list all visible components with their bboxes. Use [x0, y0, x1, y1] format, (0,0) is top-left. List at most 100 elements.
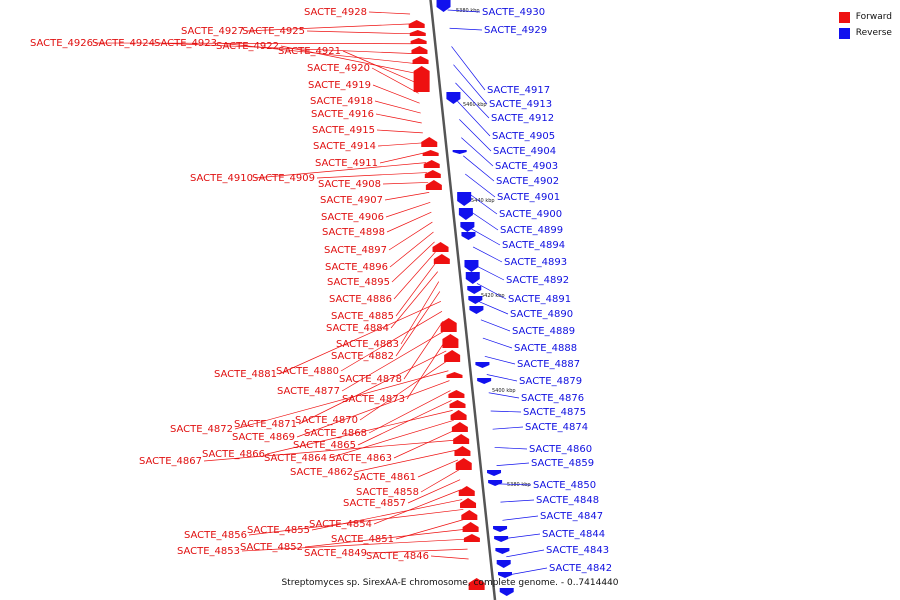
- leader-line: [420, 469, 460, 493]
- leader-line: [504, 533, 541, 539]
- reverse-gene: [493, 526, 508, 532]
- gene-label: SACTE_4916: [311, 109, 374, 120]
- leader-line: [390, 271, 438, 329]
- leader-line: [311, 499, 463, 531]
- forward-gene: [449, 400, 466, 408]
- gene-label: SACTE_4912: [491, 113, 554, 124]
- reverse-gene: [469, 306, 484, 314]
- leader-line: [482, 337, 513, 349]
- gene-label: SACTE_4849: [304, 548, 367, 559]
- gene-label: SACTE_4865: [293, 440, 356, 451]
- leader-line: [474, 264, 505, 281]
- leader-line: [371, 67, 419, 94]
- gene-label: SACTE_4907: [320, 195, 383, 206]
- gene-label: SACTE_4911: [315, 158, 378, 169]
- gene-label: SACTE_4901: [497, 192, 560, 203]
- leader-line: [506, 549, 545, 558]
- forward-gene: [410, 38, 427, 44]
- gene-label: SACTE_4846: [366, 551, 429, 562]
- leader-line: [403, 320, 444, 380]
- leader-line: [502, 515, 539, 521]
- gene-label: SACTE_4869: [232, 432, 295, 443]
- forward-gene: [432, 242, 449, 252]
- forward-gene: [451, 422, 468, 432]
- leader-line: [296, 380, 450, 438]
- leader-line: [234, 370, 449, 430]
- gene-label: SACTE_4904: [493, 146, 556, 157]
- leader-line: [463, 155, 495, 182]
- leader-line: [372, 84, 420, 104]
- leader-line: [490, 410, 522, 413]
- leader-line: [476, 283, 507, 300]
- leader-line: [406, 340, 446, 400]
- gene-label: SACTE_4860: [529, 444, 592, 455]
- reverse-gene: [477, 378, 492, 384]
- leader-line: [447, 9, 481, 13]
- leader-line: [203, 439, 456, 462]
- leader-line: [304, 528, 466, 548]
- forward-gene: [461, 510, 478, 520]
- gene-label: SACTE_4854: [309, 519, 372, 530]
- gene-label: SACTE_4923: [154, 38, 217, 49]
- reverse-gene: [496, 560, 511, 568]
- forward-gene: [455, 458, 472, 470]
- gene-label: SACTE_4921: [278, 46, 341, 57]
- gene-label: SACTE_4844: [542, 529, 605, 540]
- gene-label: SACTE_4930: [482, 7, 545, 18]
- gene-label: SACTE_4875: [523, 407, 586, 418]
- gene-label: SACTE_4856: [184, 530, 247, 541]
- gene-label: SACTE_4896: [325, 262, 388, 273]
- gene-label: SACTE_4872: [170, 424, 233, 435]
- tick-label: 5420 kbp: [481, 293, 505, 299]
- gene-features: [408, 0, 514, 596]
- reverse-gene: [499, 588, 514, 596]
- leader-line: [492, 426, 524, 430]
- gene-label: SACTE_4915: [312, 125, 375, 136]
- leader-line: [393, 251, 436, 300]
- gene-label: SACTE_4850: [533, 480, 596, 491]
- leader-line: [500, 499, 535, 503]
- leader-line: [484, 355, 516, 365]
- label-leader-lines: [94, 9, 548, 576]
- legend-reverse: Reverse: [838, 25, 892, 41]
- tick-label: 5440 kbp: [471, 198, 495, 204]
- gene-label: SACTE_4913: [489, 99, 552, 110]
- gene-label: SACTE_4893: [504, 257, 567, 268]
- reverse-gene: [461, 232, 476, 240]
- reverse-gene: [452, 150, 467, 154]
- leader-line: [386, 211, 432, 233]
- gene-label: SACTE_4876: [521, 393, 584, 404]
- leader-line: [457, 100, 491, 137]
- gene-label: SACTE_4925: [242, 26, 305, 37]
- legend-forward: Forward: [838, 9, 892, 25]
- gene-label: SACTE_4899: [500, 225, 563, 236]
- leader-line: [341, 330, 445, 392]
- gene-label: SACTE_4914: [313, 141, 376, 152]
- reverse-gene: [460, 222, 475, 232]
- gene-label: SACTE_4920: [307, 63, 370, 74]
- gene-label: SACTE_4906: [321, 212, 384, 223]
- gene-label: SACTE_4864: [264, 453, 327, 464]
- reverse-gene: [458, 208, 473, 220]
- forward-gene: [450, 410, 467, 420]
- gene-label: SACTE_4847: [540, 511, 603, 522]
- forward-gene: [440, 318, 457, 332]
- gene-label: SACTE_4867: [139, 456, 202, 467]
- reverse-gene: [487, 470, 502, 476]
- leader-line: [449, 27, 483, 31]
- leader-line: [451, 46, 486, 91]
- gene-label: SACTE_4851: [331, 534, 394, 545]
- leader-line: [248, 509, 464, 536]
- leader-line: [254, 162, 427, 179]
- reverse-gene: [468, 296, 483, 304]
- gene-label: SACTE_4848: [536, 495, 599, 506]
- gene-label: SACTE_4874: [525, 422, 588, 433]
- forward-gene: [412, 56, 429, 64]
- leader-line: [468, 210, 499, 231]
- reverse-gene: [464, 260, 479, 272]
- gene-label: SACTE_4880: [276, 366, 339, 377]
- gene-label: SACTE_4905: [492, 131, 555, 142]
- reverse-gene: [467, 286, 482, 294]
- gene-label: SACTE_4866: [202, 449, 265, 460]
- strand-legend: Forward Reverse: [838, 9, 892, 41]
